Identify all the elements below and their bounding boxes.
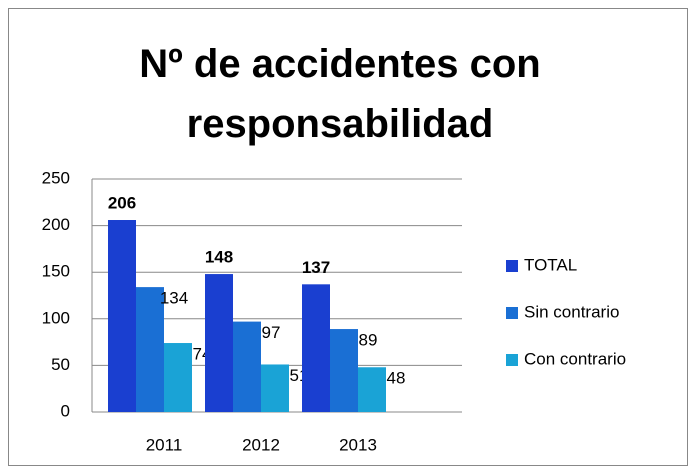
y-tick-label: 200 [42, 215, 70, 234]
legend-label: TOTAL [524, 255, 577, 274]
bar [164, 343, 192, 412]
data-label: 137 [302, 258, 330, 277]
bar [136, 287, 164, 412]
chart-title: Nº de accidentes con responsabilidad [139, 42, 541, 146]
legend-label: Sin contrario [524, 302, 619, 321]
data-label: 97 [262, 323, 281, 342]
legend-swatch [506, 307, 518, 319]
data-label: 134 [160, 289, 188, 308]
bar [233, 321, 261, 412]
data-label: 48 [387, 369, 406, 388]
x-tick-label: 2013 [339, 435, 377, 454]
bar [330, 329, 358, 412]
bar [108, 220, 136, 412]
y-tick-label: 150 [42, 262, 70, 281]
bar [302, 284, 330, 412]
legend-label: Con contrario [524, 349, 626, 368]
bar [261, 364, 289, 412]
data-label: 148 [205, 248, 233, 267]
data-label: 89 [359, 331, 378, 350]
y-tick-label: 100 [42, 308, 70, 327]
legend-swatch [506, 260, 518, 272]
bar [358, 367, 386, 412]
y-tick-label: 250 [42, 168, 70, 187]
y-tick-label: 50 [51, 355, 70, 374]
bar [205, 274, 233, 412]
y-tick-label: 0 [61, 401, 70, 420]
data-label: 206 [108, 193, 136, 212]
legend-swatch [506, 354, 518, 366]
x-tick-label: 2012 [242, 435, 280, 454]
x-tick-label: 2011 [146, 435, 183, 454]
